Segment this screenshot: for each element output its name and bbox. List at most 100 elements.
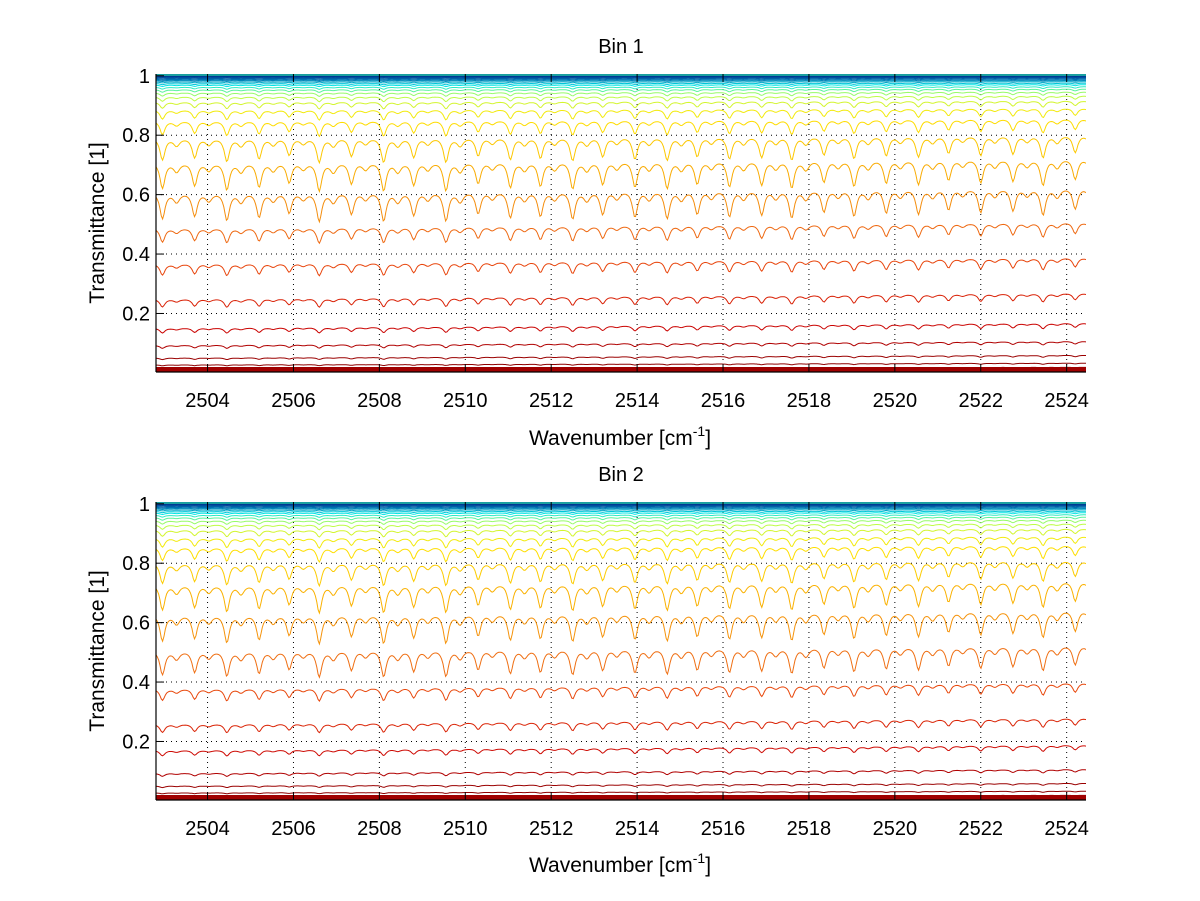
- subplot-bin-2: Bin 2 Transmittance [1] Wavenumber [cm-1…: [86, 464, 1089, 877]
- x-tick-label: 2524: [1044, 818, 1089, 840]
- x-tick-label: 2514: [615, 390, 660, 412]
- series-line-12: [156, 519, 1086, 525]
- y-tick-label: 0.2: [122, 731, 150, 753]
- x-tick-label: 2512: [529, 818, 574, 840]
- y-tick-label: 0.4: [122, 672, 150, 694]
- subplot-bin-1: Bin 1 Transmittance [1] Wavenumber [cm-1…: [86, 36, 1089, 450]
- series-line-9: [156, 512, 1086, 516]
- series-line-26: [156, 790, 1086, 795]
- series-line-25: [156, 355, 1086, 361]
- x-tick-label: 2504: [185, 818, 230, 840]
- series-line-18: [156, 161, 1086, 194]
- series-group: [156, 74, 1086, 372]
- series-line-17: [156, 137, 1086, 165]
- series-line-15: [156, 536, 1086, 549]
- series-line-3: [156, 505, 1086, 507]
- plot-area: 2504 2506 2508 2510 2512 2514 2516 2518 2520 2522…: [122, 494, 1089, 840]
- y-axis-label: Transmittance [1]: [86, 142, 109, 303]
- y-tick-label: 0.2: [122, 303, 150, 325]
- bottom-band: [156, 367, 1086, 372]
- series-line-13: [156, 523, 1086, 531]
- series-line-22: [156, 293, 1086, 308]
- x-tick-label: 2522: [959, 818, 1004, 840]
- series-line-15: [156, 108, 1086, 121]
- series-line-23: [156, 745, 1086, 757]
- series-line-14: [156, 100, 1086, 110]
- y-tick-label: 0.6: [122, 613, 150, 635]
- subplot-title: Bin 2: [598, 464, 644, 486]
- x-tick-label: 2518: [787, 390, 832, 412]
- x-axis-label: Wavenumber [cm-1]: [529, 850, 711, 877]
- x-axis-label-superscript: -1: [693, 850, 706, 866]
- series-line-10: [156, 86, 1086, 90]
- x-tick-label: 2506: [271, 390, 316, 412]
- x-tick-label: 2514: [615, 818, 660, 840]
- y-tick-label: 0.8: [122, 553, 150, 575]
- x-tick-label: 2524: [1044, 390, 1089, 412]
- series-line-20: [156, 223, 1086, 245]
- series-line-9: [156, 84, 1086, 88]
- x-tick-label: 2504: [185, 390, 230, 412]
- y-axis-label: Transmittance [1]: [86, 570, 109, 731]
- series-line-25: [156, 783, 1086, 789]
- x-axis-label-end: ]: [705, 854, 711, 877]
- x-axis-label-superscript: -1: [693, 423, 706, 439]
- x-tick-label: 2516: [701, 818, 746, 840]
- series-line-24: [156, 341, 1086, 349]
- x-tick-label: 2520: [873, 818, 918, 840]
- x-tick-label: 2520: [873, 390, 918, 412]
- series-group: [156, 502, 1086, 800]
- x-tick-label: 2510: [443, 818, 488, 840]
- series-line-6: [156, 508, 1086, 511]
- series-line-8: [156, 82, 1086, 86]
- series-line-4: [156, 506, 1086, 508]
- series-line-5: [156, 507, 1086, 510]
- series-line-7: [156, 509, 1086, 512]
- x-tick-label: 2522: [959, 390, 1004, 412]
- series-line-14: [156, 528, 1086, 538]
- series-line-16: [156, 119, 1086, 138]
- x-tick-label: 2506: [271, 818, 316, 840]
- series-line-11: [156, 88, 1086, 93]
- series-line-11: [156, 516, 1086, 521]
- series-line-20: [156, 647, 1086, 679]
- series-line-17: [156, 562, 1086, 588]
- series-line-4: [156, 78, 1086, 80]
- subplot-title: Bin 1: [598, 36, 644, 58]
- x-tick-label: 2508: [357, 390, 402, 412]
- series-line-21: [156, 258, 1086, 277]
- series-line-5: [156, 79, 1086, 82]
- x-tick-label: 2510: [443, 390, 488, 412]
- y-tick-label: 1: [139, 494, 150, 516]
- y-tick-label: 0.8: [122, 125, 150, 147]
- series-line-8: [156, 510, 1086, 514]
- x-axis-label: Wavenumber [cm-1]: [529, 423, 711, 450]
- x-tick-label: 2508: [357, 818, 402, 840]
- x-tick-label: 2516: [701, 390, 746, 412]
- y-tick-label: 0.4: [122, 244, 150, 266]
- plot-area: 2504 2506 2508 2510 2512 2514 2516 2518 2520 2522…: [122, 66, 1089, 412]
- series-line-24: [156, 769, 1086, 777]
- series-line-12: [156, 91, 1086, 97]
- series-line-22: [156, 718, 1086, 734]
- series-line-16: [156, 546, 1086, 563]
- x-axis-label-text: Wavenumber [cm: [529, 427, 693, 450]
- x-tick-label: 2518: [787, 818, 832, 840]
- y-tick-label: 0.6: [122, 185, 150, 207]
- y-tick-label: 1: [139, 66, 150, 88]
- series-line-10: [156, 514, 1086, 518]
- series-line-6: [156, 80, 1086, 83]
- series-line-3: [156, 77, 1086, 79]
- series-line-23: [156, 323, 1086, 334]
- x-axis-label-end: ]: [705, 427, 711, 450]
- series-line-19: [156, 190, 1086, 224]
- series-line-21: [156, 683, 1086, 703]
- bottom-band: [156, 795, 1086, 800]
- series-line-26: [156, 362, 1086, 367]
- series-line-13: [156, 95, 1086, 103]
- series-line-19: [156, 612, 1086, 646]
- series-line-7: [156, 81, 1086, 84]
- x-tick-label: 2512: [529, 390, 574, 412]
- series-line-18: [156, 583, 1086, 615]
